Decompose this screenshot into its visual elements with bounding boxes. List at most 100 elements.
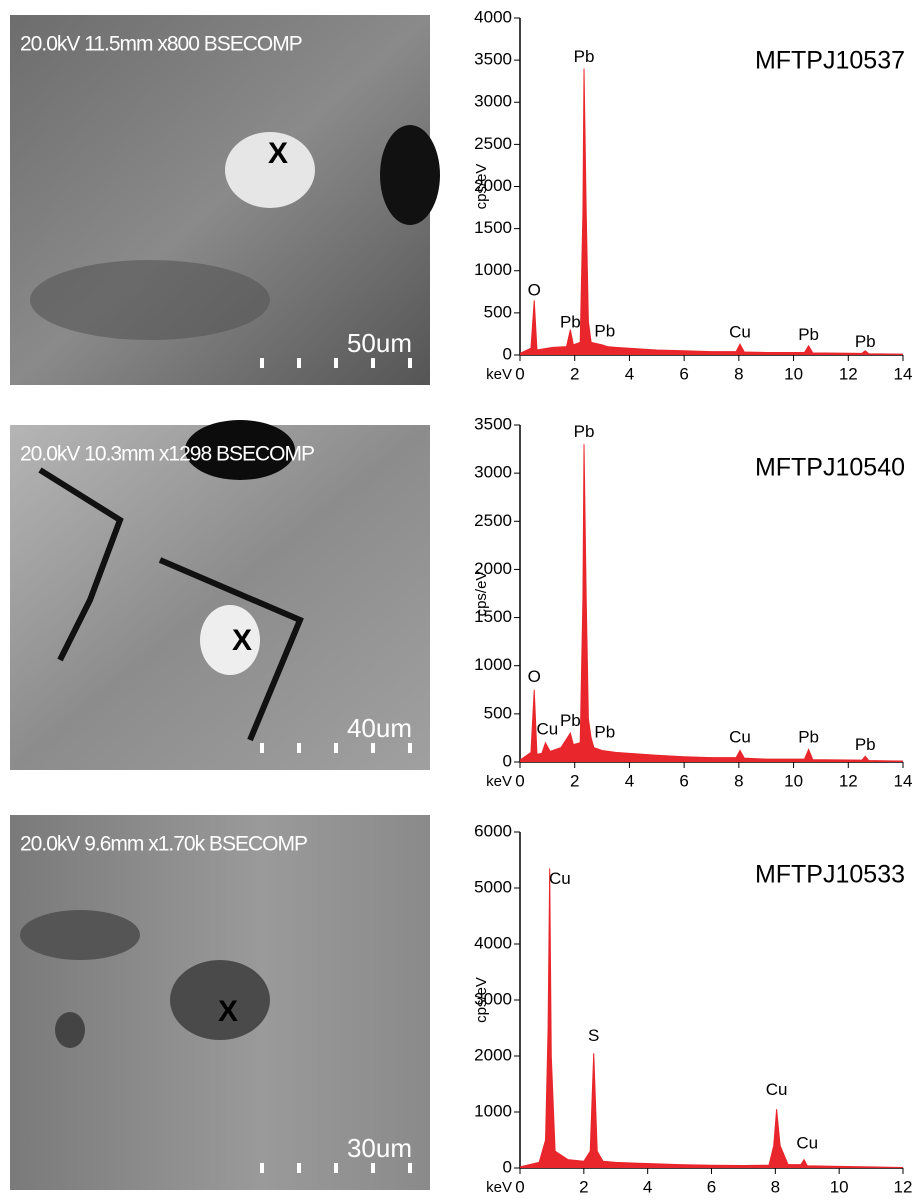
y-tick-label: 5000: [474, 877, 512, 896]
peak-label: Pb: [798, 727, 819, 746]
x-tick-label: 12: [894, 1177, 913, 1196]
spectrum-chart: MFTPJ10533cps/eVkeV010002000300040005000…: [473, 821, 912, 1196]
x-tick-label: 0: [515, 364, 524, 383]
y-tick-label: 2500: [474, 511, 512, 530]
x-tick-label: 12: [839, 364, 858, 383]
y-tick-label: 3000: [474, 463, 512, 482]
image-caption: 20.0kV 10.3mm x1298 BSECOMP: [20, 443, 314, 466]
peak-label: Cu: [729, 727, 751, 746]
spectrum-line: [520, 69, 903, 355]
image-feature: [55, 1012, 85, 1048]
scale-label: 50um: [347, 328, 412, 358]
scale-tick: [334, 1163, 338, 1173]
scale-tick: [408, 743, 412, 753]
y-tick-label: 1000: [474, 655, 512, 674]
x-tick-label: 14: [894, 364, 913, 383]
y-tick-label: 1000: [474, 260, 512, 279]
peak-label: Pb: [560, 711, 581, 730]
spectrum-chart: MFTPJ10537cps/eVkeV050010001500200025003…: [473, 7, 912, 383]
image-marker: X: [268, 137, 288, 170]
y-tick-label: 2000: [474, 176, 512, 195]
x-tick-label: 10: [784, 364, 803, 383]
peak-label: Pb: [594, 723, 615, 742]
x-tick-label: 2: [570, 364, 579, 383]
peak-label: O: [528, 280, 541, 299]
scale-label: 40um: [347, 713, 412, 743]
y-tick-label: 3500: [474, 414, 512, 433]
sem-image: 20.0kV 10.3mm x1298 BSECOMP X 40um: [10, 420, 430, 770]
spectrum-chart: MFTPJ10540cps/eVkeV050010001500200025003…: [473, 414, 912, 790]
y-tick-label: 1500: [474, 607, 512, 626]
y-tick-label: 3000: [474, 989, 512, 1008]
peak-label: Pb: [855, 332, 876, 351]
peak-label: Cu: [536, 720, 558, 739]
x-tick-label: 10: [784, 771, 803, 790]
x-tick-label: 8: [734, 771, 743, 790]
x-tick-label: 0: [515, 1177, 524, 1196]
x-tick-label: 4: [625, 771, 634, 790]
area-fill: [520, 868, 903, 1168]
peak-label: Pb: [855, 735, 876, 754]
y-tick-label: 2000: [474, 559, 512, 578]
x-tick-label: 14: [894, 771, 913, 790]
peak-label: Cu: [729, 323, 751, 342]
chart-title: MFTPJ10540: [755, 454, 905, 482]
scale-label: 30um: [347, 1133, 412, 1163]
x-tick-label: 2: [579, 1177, 588, 1196]
x-tick-label: 6: [679, 771, 688, 790]
peak-label: S: [588, 1026, 599, 1045]
sem-image: 20.0kV 11.5mm x800 BSECOMP X 50um: [10, 15, 440, 385]
peak-label: O: [528, 667, 541, 686]
x-tick-label: 8: [734, 364, 743, 383]
peak-label: Pb: [574, 47, 595, 66]
scale-tick: [297, 358, 301, 368]
sem-image: 20.0kV 9.6mm x1.70k BSECOMP X 30um: [10, 815, 430, 1190]
peak-label: Pb: [560, 312, 581, 331]
x-axis-label: keV: [486, 366, 512, 383]
x-axis-label: keV: [486, 1179, 512, 1196]
y-tick-label: 0: [503, 344, 512, 363]
scale-tick: [408, 358, 412, 368]
scale-tick: [297, 743, 301, 753]
peak-label: Pb: [574, 422, 595, 441]
y-tick-label: 500: [484, 703, 512, 722]
x-tick-label: 6: [679, 364, 688, 383]
x-tick-label: 4: [625, 364, 634, 383]
image-feature: [380, 125, 440, 225]
image-marker: X: [218, 995, 238, 1028]
scale-tick: [260, 358, 264, 368]
scale-tick: [334, 358, 338, 368]
peak-label: Cu: [796, 1133, 818, 1152]
y-tick-label: 2000: [474, 1045, 512, 1064]
y-tick-label: 0: [503, 751, 512, 770]
scale-tick: [371, 743, 375, 753]
y-tick-label: 3000: [474, 92, 512, 111]
y-tick-label: 500: [484, 302, 512, 321]
scale-tick: [297, 1163, 301, 1173]
chart-title: MFTPJ10537: [755, 47, 905, 75]
image-marker: X: [232, 624, 252, 657]
x-tick-label: 6: [707, 1177, 716, 1196]
peak-label: Cu: [549, 869, 571, 888]
y-tick-label: 0: [503, 1157, 512, 1176]
image-caption: 20.0kV 9.6mm x1.70k BSECOMP: [20, 833, 307, 856]
y-tick-label: 4000: [474, 7, 512, 26]
y-tick-label: 3500: [474, 50, 512, 69]
x-axis-label: keV: [486, 773, 512, 790]
image-feature: [20, 910, 140, 960]
x-tick-label: 4: [643, 1177, 652, 1196]
x-tick-label: 10: [830, 1177, 849, 1196]
scale-tick: [334, 743, 338, 753]
scale-tick: [371, 358, 375, 368]
y-tick-label: 6000: [474, 821, 512, 840]
spectrum-line: [520, 868, 903, 1167]
x-tick-label: 12: [839, 771, 858, 790]
image-caption: 20.0kV 11.5mm x800 BSECOMP: [20, 33, 302, 56]
scale-tick: [371, 1163, 375, 1173]
x-tick-label: 0: [515, 771, 524, 790]
x-tick-label: 8: [771, 1177, 780, 1196]
scale-tick: [408, 1163, 412, 1173]
scale-tick: [260, 1163, 264, 1173]
y-tick-label: 2500: [474, 134, 512, 153]
scale-tick: [260, 743, 264, 753]
